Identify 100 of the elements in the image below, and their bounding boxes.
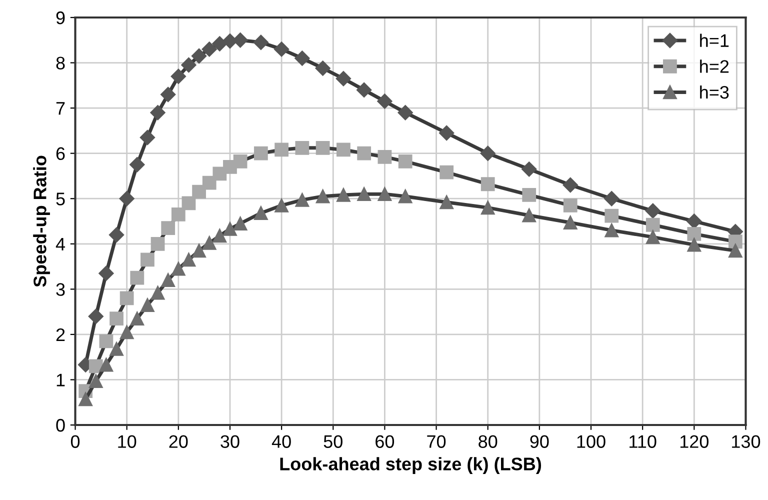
x-tick-label: 100 xyxy=(577,435,606,448)
point xyxy=(120,291,134,306)
y-tick-label: 4 xyxy=(56,238,66,250)
point xyxy=(78,392,93,406)
point xyxy=(182,196,196,210)
point xyxy=(728,234,742,249)
point xyxy=(316,189,330,204)
point xyxy=(182,252,196,267)
point xyxy=(356,82,372,98)
point xyxy=(398,189,412,204)
y-tick-label: 3 xyxy=(56,283,65,296)
point xyxy=(646,230,660,244)
x-tick-label: 130 xyxy=(732,435,760,448)
point xyxy=(604,191,620,206)
point xyxy=(439,125,454,141)
point xyxy=(202,42,217,57)
y-tick-label: 9 xyxy=(56,11,65,24)
point xyxy=(686,214,702,229)
legend-label: h=1 xyxy=(700,34,729,47)
point xyxy=(336,71,352,86)
point xyxy=(150,105,166,120)
point xyxy=(119,191,134,206)
point xyxy=(357,146,372,160)
point xyxy=(274,198,289,212)
point xyxy=(88,308,104,324)
x-tick-label: 90 xyxy=(530,435,549,448)
point xyxy=(130,312,144,326)
point xyxy=(140,130,156,146)
point xyxy=(108,227,124,242)
point xyxy=(130,270,144,285)
point xyxy=(170,68,186,84)
point xyxy=(171,208,186,222)
point xyxy=(604,208,619,223)
point xyxy=(110,342,124,356)
point xyxy=(378,187,392,202)
point xyxy=(202,236,216,250)
point xyxy=(232,32,248,48)
point xyxy=(130,157,145,172)
legend-label: h=2 xyxy=(700,60,729,73)
y-tick-label: 2 xyxy=(56,328,65,341)
point xyxy=(357,187,372,202)
point xyxy=(150,286,165,300)
point xyxy=(336,188,350,202)
point xyxy=(398,154,412,168)
point xyxy=(645,203,660,218)
point xyxy=(728,244,742,258)
point xyxy=(223,222,237,236)
y-tick-label: 1 xyxy=(56,374,65,386)
point xyxy=(253,34,268,50)
point xyxy=(295,140,310,155)
point xyxy=(88,374,103,388)
point xyxy=(646,218,660,232)
x-tick-label: 40 xyxy=(272,435,291,448)
x-tick-label: 50 xyxy=(324,435,342,448)
point xyxy=(563,198,578,212)
x-tick-label: 120 xyxy=(680,435,709,448)
y-tick-label: 0 xyxy=(56,418,65,432)
x-tick-label: 70 xyxy=(427,435,446,448)
point xyxy=(140,298,154,312)
point xyxy=(202,176,216,190)
y-tick-label: 8 xyxy=(56,56,65,70)
point xyxy=(99,358,114,372)
point xyxy=(212,228,227,243)
point xyxy=(378,150,392,164)
point xyxy=(274,142,289,157)
point xyxy=(254,206,268,220)
point xyxy=(480,177,495,192)
point xyxy=(315,60,330,76)
point xyxy=(480,200,495,215)
point xyxy=(160,86,176,102)
point xyxy=(192,184,206,199)
point xyxy=(150,236,165,251)
point xyxy=(233,216,248,230)
point xyxy=(687,226,702,241)
point xyxy=(181,57,196,73)
legend-label: h=3 xyxy=(700,85,729,99)
x-tick-label: 0 xyxy=(70,435,80,448)
point xyxy=(480,146,496,161)
point xyxy=(440,165,454,180)
point xyxy=(398,105,413,120)
y-axis-title: Speed-up Ratio xyxy=(33,156,50,287)
point xyxy=(440,195,454,210)
x-tick-label: 20 xyxy=(169,435,188,448)
x-tick-label: 80 xyxy=(478,435,498,448)
point xyxy=(191,48,207,64)
y-tick-label: 5 xyxy=(56,192,65,206)
point xyxy=(161,273,176,288)
x-tick-label: 60 xyxy=(376,435,394,448)
point xyxy=(336,142,350,157)
point xyxy=(120,325,134,340)
x-tick-label: 30 xyxy=(220,435,240,448)
x-tick-label: 110 xyxy=(630,435,656,448)
point xyxy=(522,188,536,202)
point xyxy=(233,154,248,168)
point xyxy=(110,312,124,326)
point xyxy=(192,244,206,258)
point xyxy=(377,94,392,109)
point xyxy=(295,193,310,207)
point xyxy=(604,223,619,238)
point xyxy=(563,216,578,230)
